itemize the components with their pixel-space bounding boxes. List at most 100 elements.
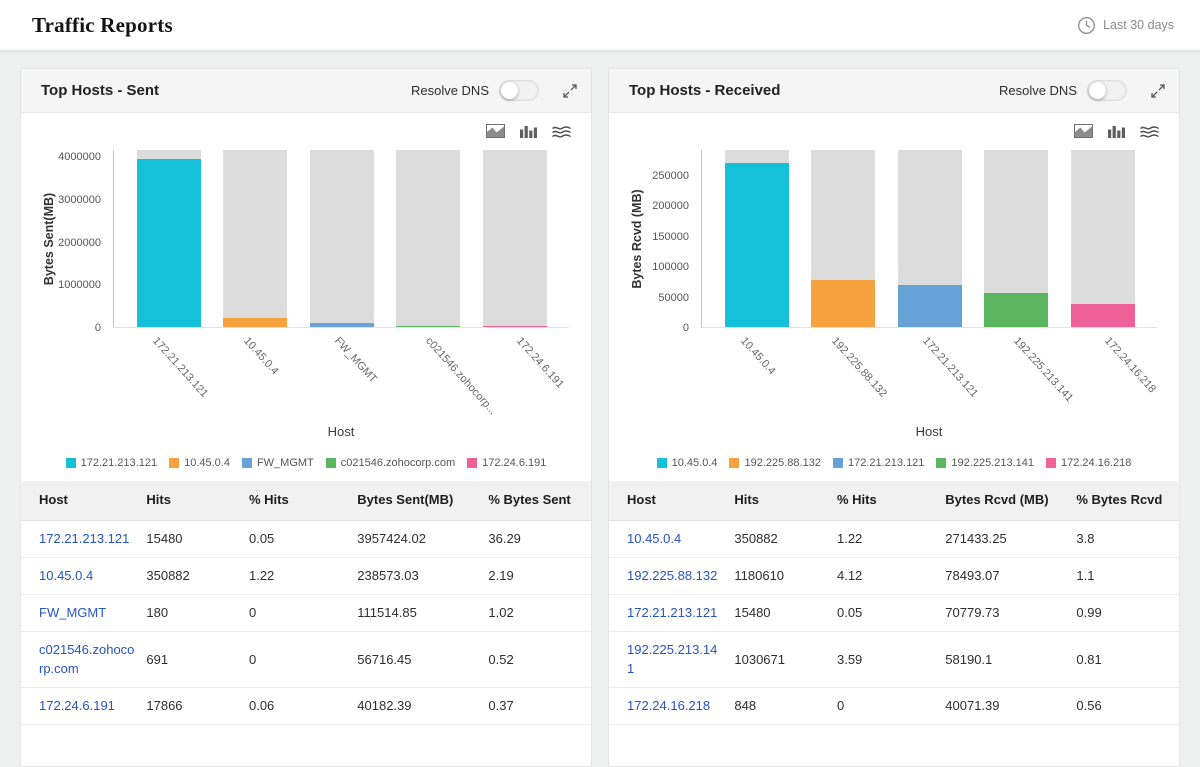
- legend-swatch: [656, 458, 667, 468]
- bar-172.21.213.121[interactable]: [136, 150, 201, 328]
- table-header: Host Hits% Hits Bytes Sent(MB)% Bytes Sent: [21, 481, 591, 521]
- legend-item[interactable]: FW_MGMT: [241, 457, 314, 469]
- bar-chart-icon[interactable]: [520, 124, 537, 138]
- table-cell: 271433.25: [945, 520, 1077, 559]
- x-tick-label: FW_MGMT: [332, 335, 380, 386]
- host-cell[interactable]: 10.45.0.4: [609, 520, 735, 559]
- panel-top-hosts-received: Top Hosts - Received Resolve DNS: [608, 68, 1180, 767]
- bar-value[interactable]: [309, 323, 374, 328]
- table-cell: 0.06: [248, 687, 358, 725]
- legend-item[interactable]: 192.225.88.132: [729, 457, 821, 469]
- table-row: 172.24.6.191 17866 0.06 40182.39 0.37: [21, 687, 591, 725]
- table-cell: 0: [836, 687, 946, 725]
- y-tick-label: 2000000: [58, 236, 101, 249]
- table-cell: 350882: [734, 520, 837, 559]
- table-cell: 40071.39: [945, 687, 1077, 725]
- host-cell[interactable]: 172.24.6.191: [21, 687, 147, 725]
- legend-item[interactable]: 10.45.0.4: [656, 457, 717, 469]
- host-link[interactable]: FW_MGMT: [39, 605, 107, 621]
- x-axis-labels: 172.21.213.121 10.45.0.4 FW_MGMT c021546.zo…: [113, 328, 569, 424]
- legend-item[interactable]: c021546.zohocorp.com: [325, 457, 456, 469]
- table-cell: 1.02: [488, 594, 591, 633]
- bar-value[interactable]: [811, 280, 875, 328]
- host-link[interactable]: 172.21.213.121: [39, 530, 130, 546]
- bar-background: [309, 150, 374, 328]
- bar-value[interactable]: [724, 162, 789, 328]
- column-header: Host: [21, 481, 147, 521]
- x-tick-label: 192.225.88.132: [828, 335, 889, 400]
- bar-value[interactable]: [223, 317, 287, 328]
- bar-value[interactable]: [897, 284, 962, 328]
- legend-swatch: [832, 458, 843, 468]
- expand-icon[interactable]: [1151, 83, 1165, 98]
- bar-value[interactable]: [1070, 303, 1135, 328]
- host-cell[interactable]: 192.225.88.132: [609, 557, 735, 596]
- stream-chart-icon[interactable]: [552, 125, 571, 138]
- host-link[interactable]: 192.225.213.141: [627, 642, 718, 676]
- legend-item[interactable]: 172.21.213.121: [832, 457, 924, 469]
- legend-item[interactable]: 192.225.213.141: [936, 457, 1034, 469]
- legend-item[interactable]: 172.24.16.218: [1046, 457, 1131, 469]
- legend-item[interactable]: 172.24.6.191: [467, 457, 546, 469]
- table-cell: 1.22: [836, 520, 946, 559]
- x-tick-label: c021546.zohocorp...: [423, 335, 499, 418]
- table-cell: 111514.85: [357, 594, 489, 633]
- stream-chart-icon[interactable]: [1140, 125, 1159, 138]
- bar-192.225.88.132[interactable]: [811, 150, 875, 328]
- host-link[interactable]: 172.21.213.121: [627, 605, 718, 621]
- table-row: 192.225.88.132 1180610 4.12 78493.07 1.1: [609, 557, 1179, 596]
- legend-item[interactable]: 172.21.213.121: [65, 457, 157, 469]
- x-tick-label: 172.24.16.218: [1102, 335, 1159, 396]
- time-range-selector[interactable]: Last 30 days: [1077, 16, 1174, 35]
- legend-label: c021546.zohocorp.com: [340, 457, 456, 469]
- chart-legend: 172.21.213.121 10.45.0.4 FW_MGMT c021546.zo…: [29, 457, 583, 469]
- bar-10.45.0.4[interactable]: [724, 150, 789, 328]
- host-cell[interactable]: 172.24.16.218: [609, 687, 735, 725]
- table-cell: 0.05: [248, 520, 358, 559]
- host-link[interactable]: 192.225.88.132: [627, 568, 718, 584]
- x-tick-label: 172.21.213.121: [149, 335, 210, 400]
- table-body: 172.21.213.121 15480 0.05 3957424.02 36.29 10…: [21, 520, 591, 725]
- host-link[interactable]: 172.24.16.218: [627, 697, 711, 713]
- table-cell: 350882: [146, 557, 249, 596]
- legend-item[interactable]: 10.45.0.4: [169, 457, 230, 469]
- legend-label: FW_MGMT: [256, 457, 314, 469]
- panel-header: Top Hosts - Received Resolve DNS: [609, 69, 1179, 113]
- host-cell[interactable]: 10.45.0.4: [21, 557, 147, 596]
- host-cell[interactable]: c021546.zohocorp.com: [21, 631, 147, 688]
- bar-FW_MGMT[interactable]: [309, 150, 374, 328]
- bar-172.24.6.191[interactable]: [482, 150, 547, 328]
- table-cell: 0.99: [1076, 594, 1179, 633]
- host-cell[interactable]: 192.225.213.141: [609, 631, 735, 688]
- area-chart-icon[interactable]: [1074, 124, 1093, 138]
- resolve-dns-toggle[interactable]: [1087, 80, 1127, 101]
- table-cell: 848: [734, 687, 837, 725]
- host-cell[interactable]: 172.21.213.121: [21, 520, 147, 559]
- plot-area: [113, 150, 569, 328]
- table-cell: 3957424.02: [357, 520, 489, 559]
- bar-192.225.213.141[interactable]: [984, 150, 1048, 328]
- bar-172.24.16.218[interactable]: [1070, 150, 1135, 328]
- expand-icon[interactable]: [563, 83, 577, 98]
- table-row: 172.21.213.121 15480 0.05 70779.73 0.99: [609, 594, 1179, 633]
- resolve-dns-toggle[interactable]: [499, 80, 539, 101]
- column-header: % Bytes Rcvd: [1076, 481, 1179, 521]
- bar-c021546.zohocorp...[interactable]: [396, 150, 460, 328]
- host-link[interactable]: 172.24.6.191: [39, 697, 115, 713]
- bar-10.45.0.4[interactable]: [223, 150, 287, 328]
- host-link[interactable]: c021546.zohocorp.com: [39, 642, 135, 676]
- x-tick-label: 10.45.0.4: [240, 335, 281, 378]
- column-header: Bytes Sent(MB): [357, 481, 489, 521]
- bar-value[interactable]: [984, 292, 1048, 328]
- host-link[interactable]: 10.45.0.4: [39, 568, 94, 584]
- host-cell[interactable]: 172.21.213.121: [609, 594, 735, 633]
- table-cell: 0: [248, 594, 358, 633]
- bar-172.21.213.121[interactable]: [897, 150, 962, 328]
- host-cell[interactable]: FW_MGMT: [21, 594, 147, 633]
- table-cell: 56716.45: [357, 631, 489, 688]
- host-link[interactable]: 10.45.0.4: [627, 530, 682, 546]
- area-chart-icon[interactable]: [486, 124, 505, 138]
- bar-chart-icon[interactable]: [1108, 124, 1125, 138]
- bar-value[interactable]: [136, 159, 201, 328]
- y-tick-label: 0: [682, 322, 689, 334]
